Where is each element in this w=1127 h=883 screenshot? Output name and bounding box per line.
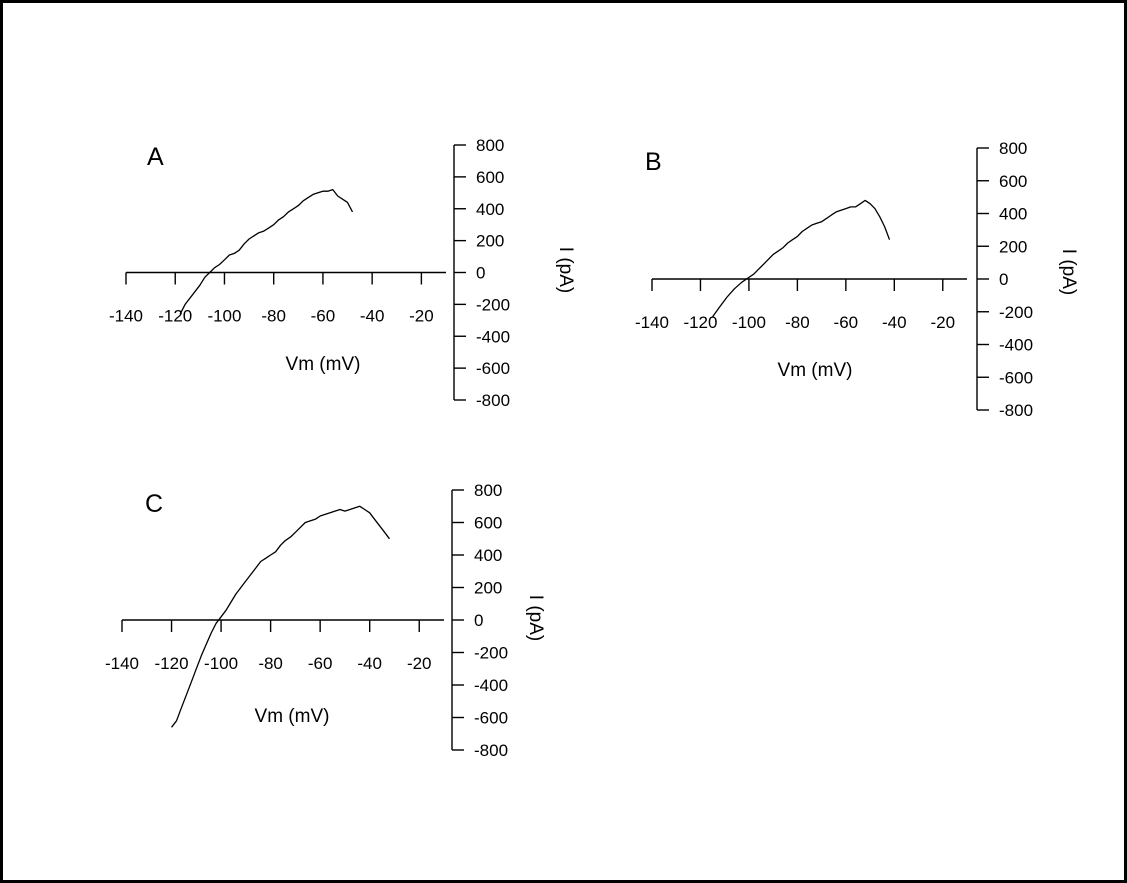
panel-a: A Vm (mV) I (pA) -140 -120 -100 -80 -60 -40 -2… bbox=[109, 136, 576, 410]
panel-c-x-tick-label: -60 bbox=[308, 654, 333, 673]
panel-b-iv-trace bbox=[712, 199, 891, 318]
panel-b-x-axis-title: Vm (mV) bbox=[778, 360, 853, 381]
panel-a-x-tick-label: -80 bbox=[261, 307, 286, 326]
panel-b-y-tick-label: -600 bbox=[999, 368, 1033, 387]
panel-a-iv-trace bbox=[179, 188, 354, 315]
panel-c-x-axis-title: Vm (mV) bbox=[255, 706, 330, 727]
panel-b-x-tick-label: -80 bbox=[785, 313, 810, 332]
panel-c-x-tick-label: -100 bbox=[204, 654, 238, 673]
panel-c-y-tick-label: 600 bbox=[474, 514, 502, 533]
panel-c-y-tick-label: -600 bbox=[474, 709, 508, 728]
panel-c-x-tick-label: -80 bbox=[258, 654, 283, 673]
panel-b-x-tick-label: -60 bbox=[834, 313, 859, 332]
panel-a-y-tick-label: -400 bbox=[476, 327, 510, 346]
panel-a-y-tick-label: 200 bbox=[476, 232, 504, 251]
panel-c-y-tick-label: 0 bbox=[474, 611, 483, 630]
panel-b-y-tick-label: 200 bbox=[999, 237, 1027, 256]
panel-c-y-tick-label: -200 bbox=[474, 644, 508, 663]
panel-c-x-tick-label: -20 bbox=[407, 654, 432, 673]
panel-a-letter: A bbox=[147, 143, 164, 171]
panel-c-x-tick-label: -120 bbox=[155, 654, 189, 673]
panel-c-y-tick-label: 800 bbox=[474, 481, 502, 500]
panel-b-y-tick-label: 0 bbox=[999, 270, 1008, 289]
panel-c-y-tick-label: 400 bbox=[474, 546, 502, 565]
panel-c-x-tick-label: -140 bbox=[105, 654, 139, 673]
panel-a-y-tick-label: 600 bbox=[476, 168, 504, 187]
panel-a-y-tick-label: -800 bbox=[476, 391, 510, 410]
panel-b-y-tick-label: 400 bbox=[999, 205, 1027, 224]
panel-c-letter: C bbox=[145, 490, 163, 518]
panel-a-y-tick-label: -200 bbox=[476, 295, 510, 314]
panel-b-x-tick-label: -100 bbox=[732, 313, 766, 332]
panel-a-x-tick-label: -100 bbox=[207, 307, 241, 326]
panel-c: C Vm (mV) I (pA) -140 -120 -100 -80 -60 -40 -2… bbox=[105, 481, 546, 760]
panel-c-x-tick-label: -40 bbox=[357, 654, 382, 673]
panel-b-y-tick-label: 800 bbox=[999, 139, 1027, 158]
panel-c-y-tick-label: 200 bbox=[474, 579, 502, 598]
panel-a-y-axis-title: I (pA) bbox=[555, 247, 576, 293]
panel-c-iv-trace bbox=[170, 505, 391, 728]
panel-b-y-tick-label: -200 bbox=[999, 303, 1033, 322]
panel-a-y-tick-label: 400 bbox=[476, 200, 504, 219]
panel-a-x-tick-label: -140 bbox=[109, 307, 143, 326]
panel-c-y-axis-title: I (pA) bbox=[525, 595, 546, 641]
panel-a-x-tick-label: -40 bbox=[360, 307, 385, 326]
panel-a-x-tick-label: -20 bbox=[409, 307, 434, 326]
panel-b-y-tick-label: 600 bbox=[999, 172, 1027, 191]
panel-a-y-tick-label: 0 bbox=[476, 264, 485, 283]
panel-b-y-tick-label: -800 bbox=[999, 401, 1033, 420]
panel-a-x-tick-label: -60 bbox=[311, 307, 336, 326]
panel-b-y-tick-label: -400 bbox=[999, 336, 1033, 355]
panel-b-x-tick-label: -120 bbox=[683, 313, 717, 332]
panel-b: B Vm (mV) I (pA) -140 -120 -100 -80 -60 -40 -2… bbox=[635, 139, 1079, 420]
panel-a-y-tick-label: -600 bbox=[476, 359, 510, 378]
panel-a-y-tick-label: 800 bbox=[476, 136, 504, 155]
panel-b-x-tick-label: -40 bbox=[882, 313, 907, 332]
panel-b-y-axis-title: I (pA) bbox=[1058, 249, 1079, 295]
panel-b-x-tick-label: -140 bbox=[635, 313, 669, 332]
panel-c-y-tick-label: -400 bbox=[474, 676, 508, 695]
panel-a-x-tick-label: -120 bbox=[158, 307, 192, 326]
panel-b-x-tick-label: -20 bbox=[930, 313, 955, 332]
panel-b-letter: B bbox=[645, 148, 662, 176]
panel-c-y-tick-label: -800 bbox=[474, 741, 508, 760]
panel-a-x-axis-title: Vm (mV) bbox=[286, 354, 361, 375]
